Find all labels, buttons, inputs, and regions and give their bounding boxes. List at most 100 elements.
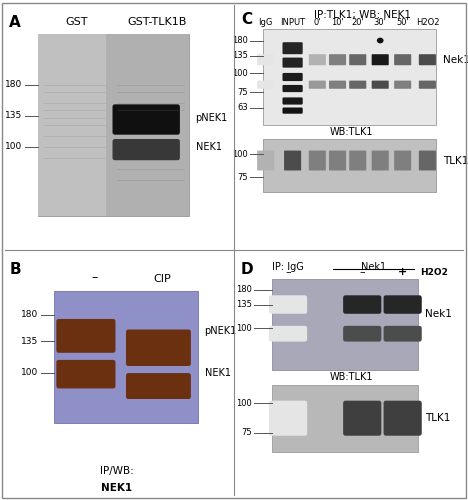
Text: 30': 30' [374, 18, 387, 26]
Text: 50': 50' [396, 18, 409, 26]
Bar [263, 140, 436, 192]
Text: 180: 180 [21, 310, 38, 320]
FancyBboxPatch shape [283, 85, 303, 92]
Bar [54, 291, 198, 423]
Ellipse shape [377, 38, 384, 44]
FancyBboxPatch shape [309, 80, 326, 89]
FancyBboxPatch shape [343, 326, 381, 342]
Text: IP/WB:: IP/WB: [100, 466, 134, 476]
Text: GST-TLK1B: GST-TLK1B [128, 16, 187, 26]
FancyBboxPatch shape [419, 80, 436, 89]
FancyBboxPatch shape [283, 108, 303, 114]
Bar [263, 29, 436, 125]
Text: TLK1: TLK1 [425, 413, 451, 423]
Text: 100: 100 [6, 142, 22, 152]
FancyBboxPatch shape [384, 296, 422, 314]
FancyBboxPatch shape [257, 80, 274, 89]
Text: 75: 75 [241, 428, 252, 438]
Text: 135: 135 [6, 112, 22, 120]
FancyBboxPatch shape [349, 54, 366, 65]
FancyBboxPatch shape [372, 80, 389, 89]
FancyBboxPatch shape [269, 326, 307, 342]
FancyBboxPatch shape [329, 150, 346, 171]
Text: 100: 100 [236, 399, 252, 408]
FancyBboxPatch shape [283, 98, 303, 104]
Text: 100: 100 [21, 368, 38, 378]
Text: D: D [241, 262, 254, 277]
FancyBboxPatch shape [394, 54, 411, 65]
Text: pNEK1: pNEK1 [196, 112, 228, 122]
FancyBboxPatch shape [384, 400, 422, 436]
FancyBboxPatch shape [372, 150, 389, 171]
FancyBboxPatch shape [257, 54, 274, 65]
Text: 0': 0' [314, 18, 321, 26]
Text: Nek1: Nek1 [361, 262, 386, 272]
FancyBboxPatch shape [349, 80, 366, 89]
Text: 180: 180 [6, 80, 22, 90]
Text: NEK1: NEK1 [102, 483, 132, 493]
FancyBboxPatch shape [283, 73, 303, 81]
FancyBboxPatch shape [269, 400, 307, 436]
FancyBboxPatch shape [394, 80, 411, 89]
Text: 180: 180 [236, 286, 252, 294]
Text: CIP: CIP [153, 274, 171, 284]
Text: WB:TLK1: WB:TLK1 [329, 372, 373, 382]
Text: 135: 135 [236, 300, 252, 309]
FancyBboxPatch shape [384, 326, 422, 342]
Text: 135: 135 [21, 336, 38, 345]
Text: 180: 180 [232, 36, 248, 45]
Text: 75: 75 [237, 173, 248, 182]
Text: WB:TLK1: WB:TLK1 [329, 127, 373, 137]
FancyBboxPatch shape [283, 42, 303, 54]
FancyBboxPatch shape [419, 54, 436, 65]
FancyBboxPatch shape [419, 150, 436, 171]
FancyBboxPatch shape [343, 400, 381, 436]
FancyBboxPatch shape [394, 150, 411, 171]
Text: 10': 10' [331, 18, 344, 26]
FancyBboxPatch shape [126, 373, 191, 399]
Text: INPUT: INPUT [280, 18, 305, 26]
FancyBboxPatch shape [56, 319, 116, 353]
Bar [38, 34, 106, 216]
FancyBboxPatch shape [329, 54, 346, 65]
FancyBboxPatch shape [329, 80, 346, 89]
FancyBboxPatch shape [56, 360, 116, 388]
Text: B: B [9, 262, 21, 277]
FancyBboxPatch shape [349, 150, 366, 171]
Text: H2O2: H2O2 [420, 268, 448, 276]
Text: 75: 75 [237, 88, 248, 97]
FancyBboxPatch shape [309, 54, 326, 65]
Text: H2O2: H2O2 [416, 18, 439, 26]
Bar [38, 34, 189, 216]
FancyBboxPatch shape [343, 296, 381, 314]
Text: IP:TLK1; WB: NEK1: IP:TLK1; WB: NEK1 [314, 10, 411, 20]
FancyBboxPatch shape [257, 150, 274, 171]
Text: –: – [359, 266, 365, 276]
Bar [272, 384, 418, 452]
FancyBboxPatch shape [283, 58, 303, 68]
Text: NEK1: NEK1 [205, 368, 231, 378]
Text: +: + [398, 266, 407, 276]
Bar [272, 279, 418, 370]
Text: GST: GST [66, 16, 88, 26]
FancyBboxPatch shape [112, 139, 180, 160]
FancyBboxPatch shape [269, 296, 307, 314]
Text: C: C [241, 12, 252, 27]
Bar [106, 34, 189, 216]
Text: 20': 20' [351, 18, 364, 26]
FancyBboxPatch shape [309, 150, 326, 171]
Text: Nek1: Nek1 [425, 308, 452, 318]
Text: A: A [9, 14, 21, 30]
Text: 100: 100 [232, 150, 248, 158]
FancyBboxPatch shape [284, 150, 301, 171]
Text: 135: 135 [232, 52, 248, 60]
Text: IgG: IgG [258, 18, 273, 26]
Text: –: – [285, 266, 291, 276]
FancyBboxPatch shape [372, 54, 389, 65]
Text: 63: 63 [237, 103, 248, 112]
FancyBboxPatch shape [126, 330, 191, 366]
Text: –: – [91, 271, 98, 284]
FancyBboxPatch shape [112, 104, 180, 134]
Text: 100: 100 [232, 68, 248, 78]
Text: TLK1: TLK1 [443, 156, 468, 166]
